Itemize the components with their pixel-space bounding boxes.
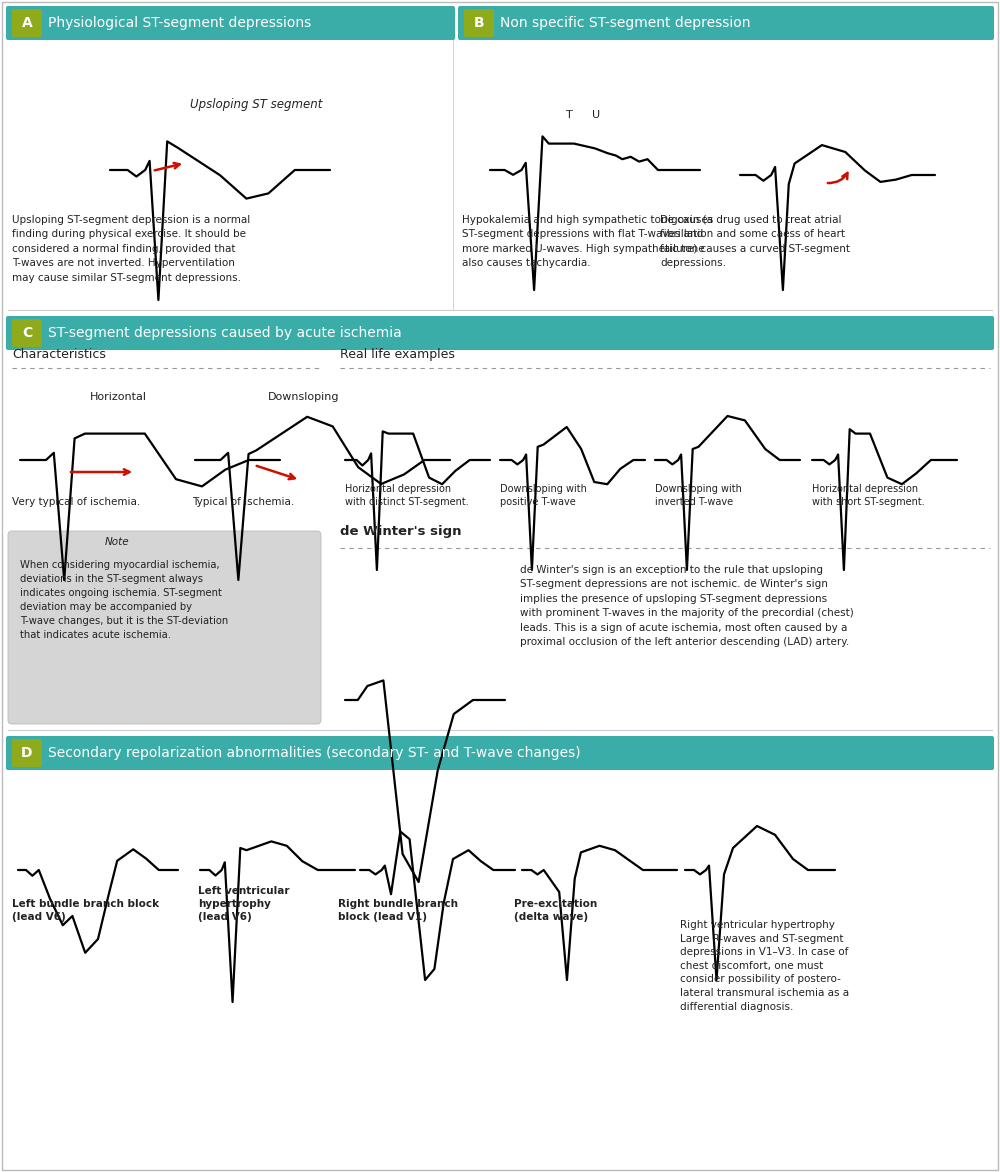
Text: Upsloping ST-segment depression is a normal
finding during physical exercise. It: Upsloping ST-segment depression is a nor… (12, 214, 250, 282)
Text: de Winter's sign is an exception to the rule that upsloping
ST-segment depressio: de Winter's sign is an exception to the … (520, 565, 854, 647)
Text: B: B (474, 16, 484, 30)
Text: T: T (566, 110, 573, 120)
Text: Hypokalemia and high sympathetic tone causes
ST-segment depressions with flat T-: Hypokalemia and high sympathetic tone ca… (462, 214, 713, 268)
Text: Downsloping with
inverted T-wave: Downsloping with inverted T-wave (655, 484, 742, 507)
Text: D: D (21, 747, 33, 759)
Text: Left ventricular
hypertrophy
(lead V6): Left ventricular hypertrophy (lead V6) (198, 886, 290, 922)
Text: Very typical of ischemia.: Very typical of ischemia. (12, 497, 140, 507)
FancyBboxPatch shape (12, 9, 42, 38)
Text: Note: Note (105, 537, 130, 547)
Text: Digoxin (a drug used to treat atrial
fibrillation and some caess of heart
failur: Digoxin (a drug used to treat atrial fib… (660, 214, 850, 268)
Text: Left bundle branch block
(lead V6): Left bundle branch block (lead V6) (12, 899, 159, 922)
Text: Pre-excitation
(delta wave): Pre-excitation (delta wave) (514, 899, 597, 922)
Text: Real life examples: Real life examples (340, 348, 455, 361)
Text: Physiological ST-segment depressions: Physiological ST-segment depressions (48, 16, 311, 30)
FancyBboxPatch shape (12, 319, 42, 347)
Text: Downsloping with
positive T-wave: Downsloping with positive T-wave (500, 484, 587, 507)
Text: Upsloping ST segment: Upsloping ST segment (190, 98, 322, 111)
Text: Non specific ST-segment depression: Non specific ST-segment depression (500, 16, 750, 30)
Text: Horizontal depression
with distinct ST-segment.: Horizontal depression with distinct ST-s… (345, 484, 469, 507)
Text: Characteristics: Characteristics (12, 348, 106, 361)
Text: Right ventricular hypertrophy
Large R-waves and ST-segment
depressions in V1–V3.: Right ventricular hypertrophy Large R-wa… (680, 920, 849, 1011)
Text: Secondary repolarization abnormalities (secondary ST- and T-wave changes): Secondary repolarization abnormalities (… (48, 747, 581, 759)
Text: Right bundle branch
block (lead V1): Right bundle branch block (lead V1) (338, 899, 458, 922)
FancyBboxPatch shape (458, 6, 994, 40)
Text: U: U (592, 110, 600, 120)
Text: A: A (22, 16, 32, 30)
Text: C: C (22, 326, 32, 340)
FancyBboxPatch shape (6, 316, 994, 350)
Text: ST-segment depressions caused by acute ischemia: ST-segment depressions caused by acute i… (48, 326, 402, 340)
FancyBboxPatch shape (6, 6, 455, 40)
Text: Typical of ischemia.: Typical of ischemia. (192, 497, 294, 507)
Text: When considering myocardial ischemia,
deviations in the ST-segment always
indica: When considering myocardial ischemia, de… (20, 560, 228, 640)
FancyBboxPatch shape (8, 531, 321, 724)
Text: Horizontal depression
with short ST-segment.: Horizontal depression with short ST-segm… (812, 484, 925, 507)
FancyBboxPatch shape (6, 736, 994, 770)
Text: Downsloping: Downsloping (268, 391, 340, 402)
FancyBboxPatch shape (464, 9, 494, 38)
Text: Horizontal: Horizontal (90, 391, 147, 402)
Text: de Winter's sign: de Winter's sign (340, 525, 462, 538)
FancyBboxPatch shape (12, 740, 42, 766)
